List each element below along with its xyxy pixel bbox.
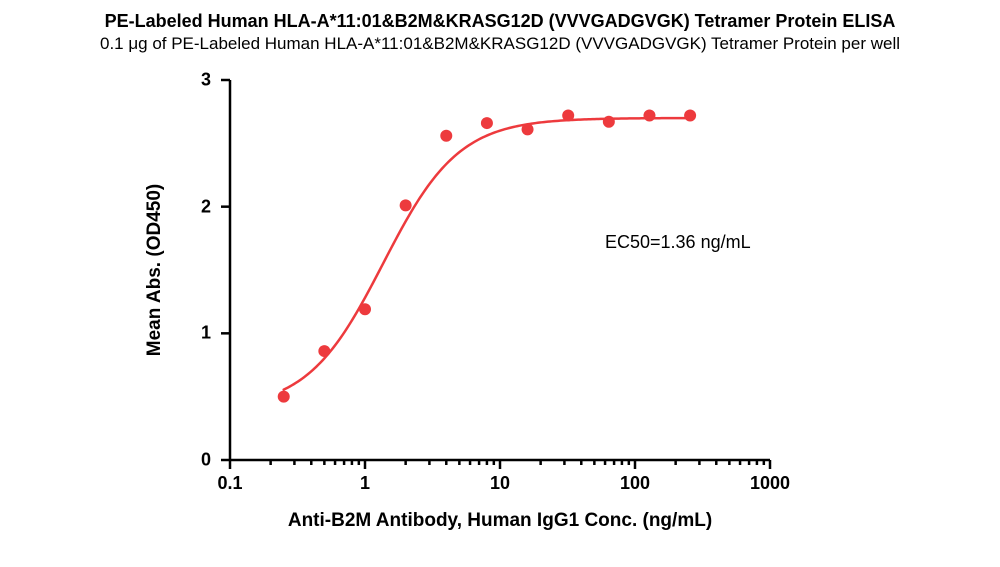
y-tick-label: 1 [201, 323, 221, 344]
x-tick-label: 100 [620, 473, 650, 494]
chart-container: PE-Labeled Human HLA-A*11:01&B2M&KRASG12… [0, 0, 1000, 567]
y-axis-label: Mean Abs. (OD450) [144, 184, 166, 356]
x-axis-label: Anti-B2M Antibody, Human IgG1 Conc. (ng/… [288, 510, 712, 532]
y-tick-label: 2 [201, 196, 221, 217]
chart-sub-title: 0.1 μg of PE-Labeled Human HLA-A*11:01&B… [0, 33, 1000, 55]
plot-svg [230, 80, 770, 460]
chart-main-title: PE-Labeled Human HLA-A*11:01&B2M&KRASG12… [0, 10, 1000, 33]
plot-area [230, 80, 770, 460]
y-tick-label: 3 [201, 70, 221, 91]
x-tick-label: 1000 [750, 473, 790, 494]
x-tick-label: 1 [360, 473, 370, 494]
x-tick-label: 10 [490, 473, 510, 494]
title-block: PE-Labeled Human HLA-A*11:01&B2M&KRASG12… [0, 10, 1000, 55]
x-tick-label: 0.1 [217, 473, 242, 494]
y-tick-label: 0 [201, 450, 221, 471]
